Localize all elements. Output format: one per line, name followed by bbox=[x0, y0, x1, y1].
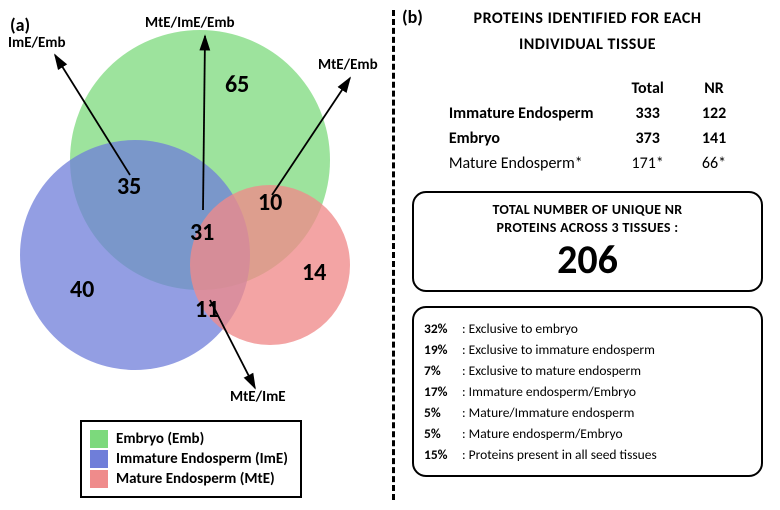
venn-value-ime-only: 40 bbox=[70, 275, 94, 304]
total-unique-box: TOTAL NUMBER OF UNIQUE NR PROTEINS ACROS… bbox=[412, 191, 763, 291]
row-name: Embryo bbox=[431, 127, 612, 150]
pct-row: 5%: Mature/Immature endosperm bbox=[424, 404, 751, 421]
table-row: Embryo 373 141 bbox=[431, 127, 744, 150]
panel-b: (b) PROTEINS IDENTIFIED FOR EACH INDIVID… bbox=[400, 0, 775, 510]
pct-row: 17%: Immature endosperm/Embryo bbox=[424, 383, 751, 400]
row-total: 171* bbox=[613, 152, 681, 175]
venn-value-mte-only: 14 bbox=[302, 258, 326, 287]
venn-value-all: 31 bbox=[190, 218, 214, 247]
row-nr: 66* bbox=[684, 152, 744, 175]
row-name: Mature Endosperm* bbox=[431, 152, 612, 175]
percent-box: 32%: Exclusive to embryo 19%: Exclusive … bbox=[412, 306, 763, 477]
pct-row: 5%: Mature endosperm/Embryo bbox=[424, 425, 751, 442]
legend-swatch-ime bbox=[90, 450, 108, 468]
pct-row: 7%: Exclusive to mature endosperm bbox=[424, 362, 751, 379]
venn-label-mte-emb: MtE/Emb bbox=[318, 56, 378, 74]
legend-row: Embryo (Emb) bbox=[90, 430, 288, 448]
pct-row: 19%: Exclusive to immature endosperm bbox=[424, 341, 751, 358]
col-total: Total bbox=[613, 77, 681, 100]
row-nr: 122 bbox=[684, 102, 744, 125]
row-total: 333 bbox=[613, 102, 681, 125]
venn-label-all: MtE/ImE/Emb bbox=[145, 14, 235, 32]
legend-label: Mature Endosperm (MtE) bbox=[116, 470, 275, 488]
row-total: 373 bbox=[613, 127, 681, 150]
panel-a: (a) 65 40 14 35 10 11 31 ImE/Emb MtE/ImE… bbox=[0, 0, 390, 510]
legend-label: Immature Endosperm (ImE) bbox=[116, 450, 288, 468]
table-row: Mature Endosperm* 171* 66* bbox=[431, 152, 744, 175]
heading-line1: PROTEINS IDENTIFIED FOR EACH bbox=[400, 6, 775, 32]
pct-row: 15%: Proteins present in all seed tissue… bbox=[424, 446, 751, 463]
legend-swatch-mte bbox=[90, 470, 108, 488]
pct-row: 32%: Exclusive to embryo bbox=[424, 320, 751, 337]
legend: Embryo (Emb) Immature Endosperm (ImE) Ma… bbox=[80, 420, 302, 498]
col-nr: NR bbox=[684, 77, 744, 100]
legend-row: Immature Endosperm (ImE) bbox=[90, 450, 288, 468]
total-caption-l1: TOTAL NUMBER OF UNIQUE NR bbox=[424, 201, 751, 219]
protein-table: Total NR Immature Endosperm 333 122 Embr… bbox=[429, 75, 746, 177]
table-row: Immature Endosperm 333 122 bbox=[431, 102, 744, 125]
table-header-row: Total NR bbox=[431, 77, 744, 100]
row-nr: 141 bbox=[684, 127, 744, 150]
venn-value-emb-mte: 10 bbox=[258, 188, 282, 217]
venn-value-emb-only: 65 bbox=[225, 70, 249, 99]
venn-label-ime-emb: ImE/Emb bbox=[8, 34, 66, 52]
legend-label: Embryo (Emb) bbox=[116, 430, 204, 448]
venn-value-ime-mte: 11 bbox=[195, 295, 219, 324]
heading-line2: INDIVIDUAL TISSUE bbox=[400, 32, 775, 58]
venn-value-emb-ime: 35 bbox=[117, 172, 141, 201]
venn-label-mte-ime: MtE/ImE bbox=[230, 388, 286, 406]
panel-b-label: (b) bbox=[402, 6, 423, 28]
total-value: 206 bbox=[424, 238, 751, 282]
legend-swatch-emb bbox=[90, 430, 108, 448]
panel-b-heading: PROTEINS IDENTIFIED FOR EACH INDIVIDUAL … bbox=[400, 6, 775, 57]
row-name: Immature Endosperm bbox=[431, 102, 612, 125]
panel-divider bbox=[392, 10, 395, 500]
legend-row: Mature Endosperm (MtE) bbox=[90, 470, 288, 488]
